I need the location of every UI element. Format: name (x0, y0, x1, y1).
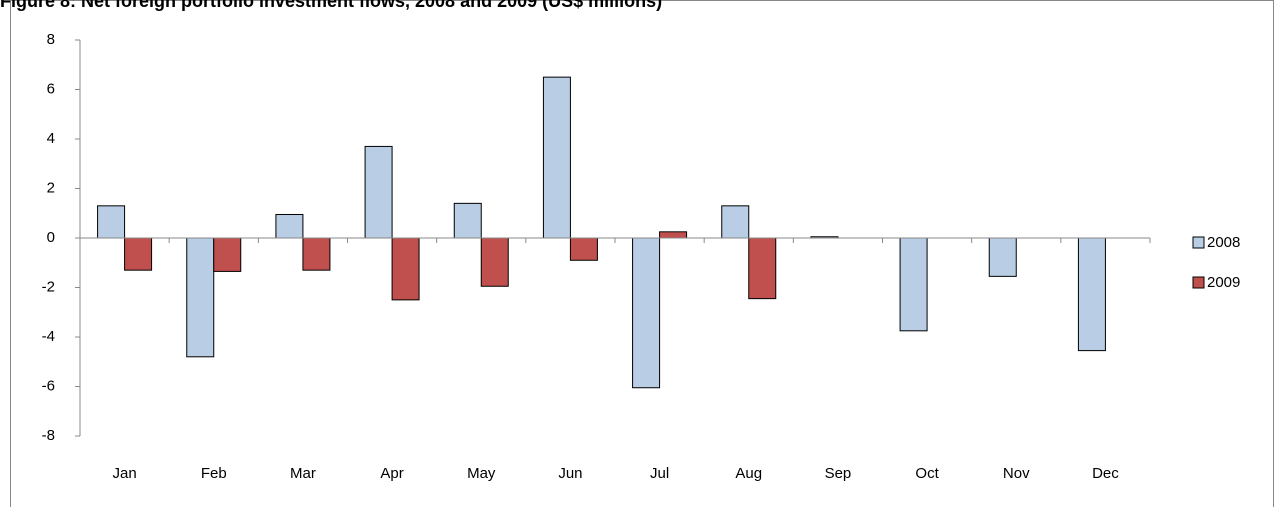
bar (748, 237, 777, 300)
bar (899, 237, 928, 332)
x-tick-label: May (467, 465, 496, 482)
y-tick-label: 4 (47, 130, 55, 147)
x-tick-label: Mar (290, 465, 316, 482)
y-tick-label: 0 (47, 229, 55, 246)
x-tick-label: Jan (112, 465, 136, 482)
x-tick-label: Sep (825, 465, 852, 482)
x-tick-label: Oct (915, 465, 939, 482)
x-tick-label: Dec (1092, 465, 1119, 482)
x-tick-label: Jul (650, 465, 669, 482)
bar (186, 237, 215, 358)
bar (275, 213, 304, 239)
legend-swatch (1192, 236, 1205, 249)
bar (391, 237, 420, 301)
legend-label: 2008 (1207, 234, 1240, 251)
x-tick-label: Apr (380, 465, 403, 482)
bar (988, 237, 1017, 277)
bar (480, 237, 509, 287)
bar (453, 202, 482, 239)
bar (659, 231, 688, 239)
x-tick-label: Nov (1003, 465, 1030, 482)
y-tick-label: -6 (42, 377, 55, 394)
x-tick-label: Jun (558, 465, 582, 482)
bar (721, 205, 750, 239)
bar (569, 237, 598, 261)
bar (1077, 237, 1106, 352)
y-tick-label: -8 (42, 427, 55, 444)
bar (302, 237, 331, 271)
y-tick-label: 6 (47, 80, 55, 97)
legend-label: 2009 (1207, 274, 1240, 291)
y-tick-label: -4 (42, 328, 55, 345)
y-tick-label: -2 (42, 278, 55, 295)
bar (97, 205, 126, 239)
bar (213, 237, 242, 272)
x-tick-label: Feb (201, 465, 227, 482)
bar (124, 237, 153, 271)
legend-swatch (1192, 276, 1205, 289)
x-tick-label: Aug (735, 465, 762, 482)
y-tick-label: 8 (47, 31, 55, 48)
bar (632, 237, 661, 389)
bar (542, 76, 571, 239)
bar (364, 145, 393, 239)
y-tick-label: 2 (47, 179, 55, 196)
chart-title: Figure 8: Net foreign portfolio investme… (0, 0, 662, 11)
